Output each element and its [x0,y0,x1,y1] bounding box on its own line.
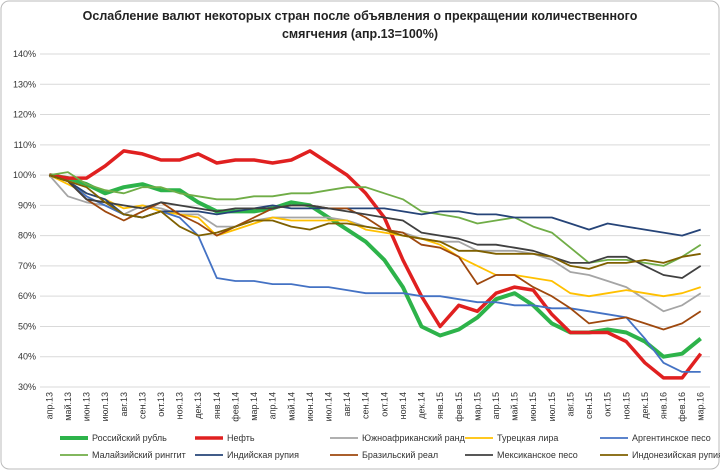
x-tick-label: июн.15 [528,392,538,421]
y-tick-label: 130% [13,79,36,89]
y-tick-label: 140% [13,49,36,59]
y-tick-label: 70% [18,261,36,271]
y-tick-label: 90% [18,200,36,210]
series-line [49,174,702,279]
x-tick-label: фев.14 [230,392,240,422]
legend-label: Российский рубль [92,433,167,443]
x-tick-label: июл.14 [323,392,333,421]
y-tick-label: 60% [18,291,36,301]
x-tick-label: фев.16 [677,392,687,422]
x-tick-label: мар.14 [249,392,259,421]
x-tick-label: авг.13 [119,392,129,416]
x-tick-label: окт.14 [379,392,389,417]
x-tick-label: сен.14 [361,392,371,419]
legend-label: Нефть [227,433,255,443]
legend-label: Малайзийский ринггит [92,450,186,460]
x-tick-label: авг.15 [565,392,575,416]
x-tick-label: дек.14 [417,392,427,419]
x-tick-label: апр.15 [491,392,501,419]
y-tick-label: 50% [18,321,36,331]
x-tick-label: сен.15 [584,392,594,419]
x-tick-label: ноя.13 [175,392,185,419]
series-line [49,174,701,270]
x-tick-label: май.15 [510,392,520,421]
x-tick-label: ноя.14 [398,392,408,419]
x-tick-label: фев.15 [454,392,464,422]
x-tick-label: апр.14 [268,392,278,419]
x-tick-label: янв.14 [212,392,222,419]
y-tick-label: 110% [14,140,36,150]
legend-label: Индийская рупия [227,450,299,460]
x-tick-label: мар.16 [696,392,706,421]
x-tick-label: сен.13 [137,392,147,419]
x-tick-label: ноя.15 [621,392,631,419]
legend-label: Южноафриканский ранд [362,433,466,443]
x-tick-label: дек.13 [193,392,203,419]
x-tick-label: июл.15 [547,392,557,421]
legend-label: Аргентинское песо [632,433,711,443]
x-tick-label: янв.15 [435,392,445,419]
series-line [49,149,703,380]
x-tick-label: июн.13 [82,392,92,421]
x-tick-label: май.13 [63,392,73,421]
chart-subtitle: смягчения (апр.13=100%) [282,27,438,41]
y-tick-label: 40% [18,352,36,362]
legend-label: Турецкая лира [497,433,558,443]
legend-label: Индонезийская рупия [632,450,720,460]
x-tick-label: мар.15 [472,392,482,421]
y-tick-label: 100% [13,170,36,180]
x-tick-label: июн.14 [305,392,315,421]
y-tick-label: 120% [13,110,36,120]
x-tick-label: окт.15 [603,392,613,417]
x-tick-label: окт.13 [156,392,166,417]
chart-title: Ослабление валют некоторых стран после о… [83,9,638,23]
x-tick-label: июл.13 [100,392,110,421]
x-tick-label: авг.14 [342,392,352,416]
legend-label: Мексиканское песо [497,450,578,460]
x-tick-label: дек.15 [640,392,650,419]
y-tick-label: 30% [18,382,36,392]
x-tick-label: апр.13 [44,392,54,419]
x-tick-label: май.14 [286,392,296,421]
y-tick-label: 80% [18,231,36,241]
series-line [48,174,701,298]
legend-label: Бразильский реал [362,450,438,460]
x-tick-label: янв.16 [658,392,668,419]
